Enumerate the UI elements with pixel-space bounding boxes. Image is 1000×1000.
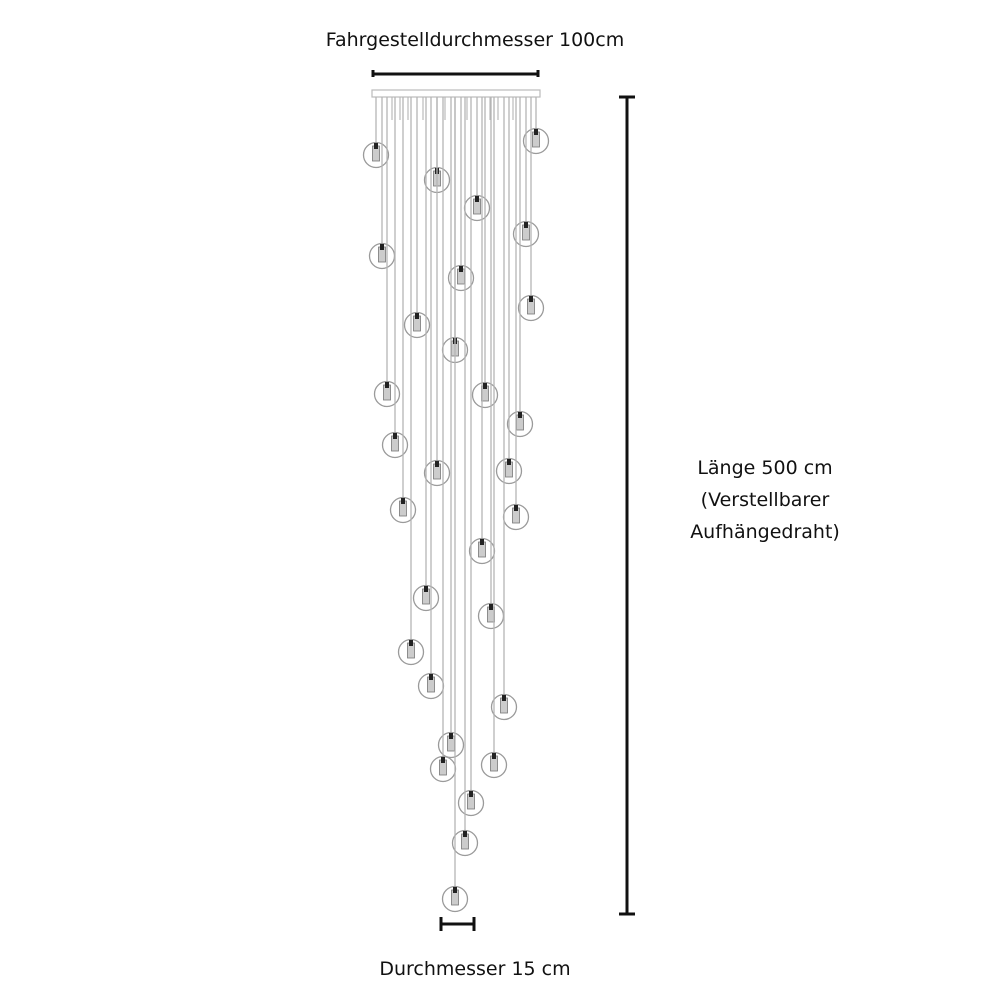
glass-globe [512,220,540,248]
pendant-globe [373,97,401,408]
glass-globe [403,311,431,339]
glass-globe [490,693,518,721]
pendant-globe [451,97,479,857]
pendant-globe [471,97,499,409]
pendant-globe [389,97,417,524]
pendant-globe [397,97,425,666]
socket [429,674,433,680]
glass-globe [362,141,390,169]
pendant-globe [417,97,445,700]
pendant-globe [368,97,396,270]
pendant-globe [512,97,540,248]
frame-dimension-line [371,70,540,77]
pendant-globe [495,97,523,485]
ceiling-canopy [371,89,541,98]
socket [483,383,487,389]
pendant-globe [437,97,465,759]
socket [459,266,463,272]
glass-globe [506,410,534,438]
length-line-3: Aufhängedraht) [690,521,840,543]
socket [524,222,528,228]
socket [492,753,496,759]
glass-globe [423,459,451,487]
socket [489,604,493,610]
pendant-globe [441,97,469,913]
socket [453,887,457,893]
socket [393,433,397,439]
glass-globe [480,751,508,779]
socket [507,459,511,465]
pendant-globe [517,97,545,322]
socket [480,539,484,545]
pendant-globe [423,97,451,487]
glass-globe [373,380,401,408]
length-dimension-line [619,95,635,916]
length-line-2: (Verstellbarer [700,489,830,511]
pendant-globe [403,97,431,339]
glass-globe [495,457,523,485]
socket [469,791,473,797]
socket [409,640,413,646]
glass-globe [381,431,409,459]
glass-globe [522,127,550,155]
glass-globe [389,496,417,524]
socket [514,505,518,511]
socket [380,244,384,250]
socket [435,461,439,467]
globe-dimension-line [439,917,476,931]
socket [415,313,419,319]
glass-globe [441,885,469,913]
pendant-globe [362,97,390,169]
pendant-globe [447,97,475,292]
socket [385,382,389,388]
frame-diameter-label: Fahrgestelldurchmesser 100cm [325,29,625,51]
glass-globe [437,731,465,759]
socket [441,757,445,763]
glass-globe [471,381,499,409]
socket [529,296,533,302]
length-line-1: Länge 500 cm [697,457,833,479]
pendant-globe [522,97,550,155]
pendant-globe [468,97,496,565]
socket [463,831,467,837]
pendant-globe [480,97,508,779]
glass-globe [447,264,475,292]
glass-globe [451,829,479,857]
socket [502,695,506,701]
pendants [362,97,550,913]
socket [449,733,453,739]
pendant-globe [412,97,440,612]
socket [518,412,522,418]
pendant-globe [381,97,409,459]
socket [424,586,428,592]
globe-diameter-label: Durchmesser 15 cm [379,958,571,980]
glass-globe [397,638,425,666]
glass-globe [457,789,485,817]
pendant-globe [506,97,534,438]
glass-globe [412,584,440,612]
length-label: Länge 500 cm (Verstellbarer Aufhängedrah… [640,452,890,548]
glass-globe [517,294,545,322]
pendant-globe [502,97,530,531]
socket [401,498,405,504]
socket [374,143,378,149]
socket [534,129,538,135]
pendant-globe [463,97,491,222]
pendant-globe [490,97,518,721]
socket [475,196,479,202]
pendant-globe [457,97,485,817]
